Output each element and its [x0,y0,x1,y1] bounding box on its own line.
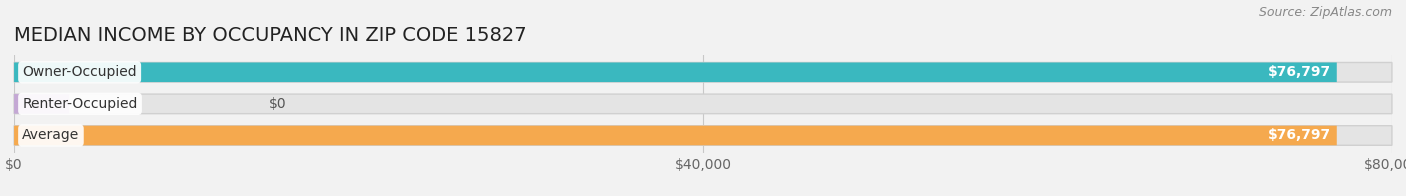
FancyBboxPatch shape [14,94,1392,114]
FancyBboxPatch shape [14,126,1392,145]
Text: $76,797: $76,797 [1268,65,1331,79]
FancyBboxPatch shape [14,94,69,114]
Text: $76,797: $76,797 [1268,129,1331,142]
FancyBboxPatch shape [14,126,1337,145]
Text: Source: ZipAtlas.com: Source: ZipAtlas.com [1258,6,1392,19]
FancyBboxPatch shape [14,63,1392,82]
Text: MEDIAN INCOME BY OCCUPANCY IN ZIP CODE 15827: MEDIAN INCOME BY OCCUPANCY IN ZIP CODE 1… [14,26,527,45]
Text: Renter-Occupied: Renter-Occupied [22,97,138,111]
Text: Average: Average [22,129,80,142]
Text: Owner-Occupied: Owner-Occupied [22,65,136,79]
Text: $0: $0 [269,97,287,111]
FancyBboxPatch shape [14,63,1337,82]
